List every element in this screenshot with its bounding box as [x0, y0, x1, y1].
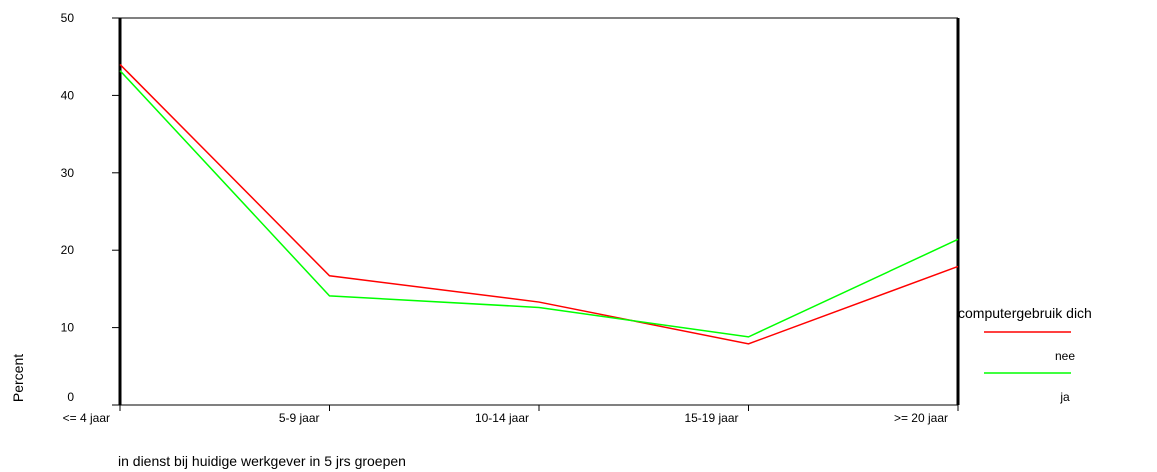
- x-tick-label: 10-14 jaar: [475, 411, 529, 425]
- series-lines: [119, 63, 959, 345]
- legend-label-nee: nee: [1055, 349, 1075, 363]
- y-tick-label: 50: [61, 11, 75, 25]
- series-line-ja: [119, 70, 959, 338]
- y-tick-label: 40: [61, 88, 75, 102]
- x-tick-label: <= 4 jaar: [63, 411, 110, 425]
- x-tick-label: >= 20 jaar: [894, 411, 948, 425]
- y-tick-label: 10: [61, 321, 75, 335]
- series-line-nee: [119, 63, 959, 345]
- axes: [118, 17, 960, 406]
- legend: computergebruik dich nee ja: [958, 305, 1092, 404]
- x-axis-title: in dienst bij huidige werkgever in 5 jrs…: [118, 453, 406, 469]
- legend-title: computergebruik dich: [958, 305, 1092, 321]
- y-tick-label: 20: [61, 243, 75, 257]
- y-tick-label: 30: [61, 166, 75, 180]
- y-tick-label: 0: [67, 390, 74, 404]
- y-ticks: 0 10 20 30 40 50: [61, 11, 120, 406]
- legend-label-ja: ja: [1059, 390, 1070, 404]
- x-tick-label: 5-9 jaar: [279, 411, 320, 425]
- y-axis-title: Percent: [10, 354, 26, 402]
- x-ticks: <= 4 jaar 5-9 jaar 10-14 jaar 15-19 jaar >= …: [63, 405, 959, 425]
- x-tick-label: 15-19 jaar: [684, 411, 738, 425]
